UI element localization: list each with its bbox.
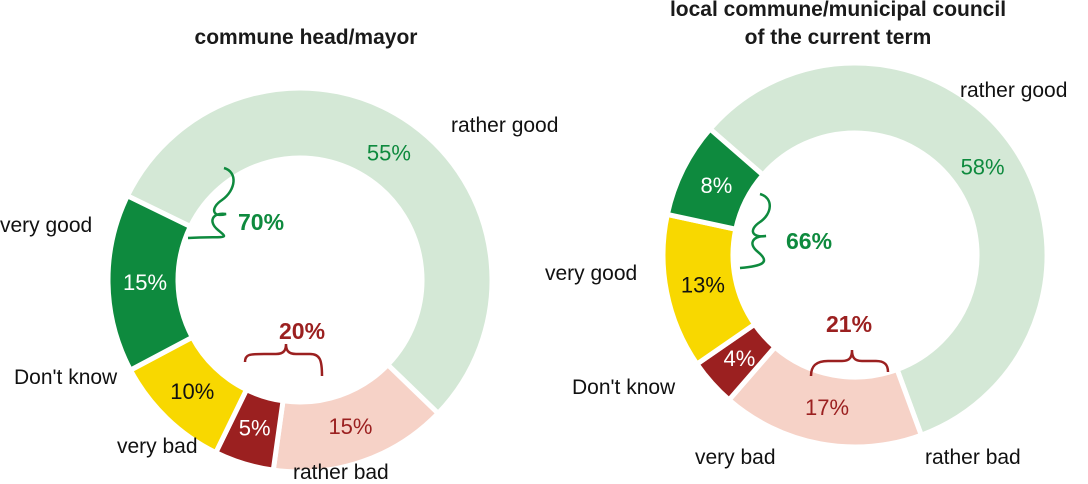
chart1-slice-very-good — [105, 192, 196, 374]
chart1-label-very-bad: very bad — [117, 435, 198, 458]
chart2-slice-very-good — [664, 125, 767, 233]
chart1-positive-bracket — [187, 166, 235, 240]
chart2-positive-bracket — [739, 192, 771, 270]
chart2-negative-total: 21% — [826, 311, 872, 337]
chart1-negative-bracket — [243, 343, 324, 377]
chart1-label-rather-good: rather good — [451, 114, 558, 137]
chart1-value-rather-bad: 15% — [328, 414, 372, 439]
chart1-negative-total: 20% — [279, 318, 325, 344]
chart-commune-head: commune head/mayor 55% 15% 5% 10% 15% rather… — [0, 26, 558, 484]
chart1-title: commune head/mayor — [195, 26, 418, 49]
chart1-label-very-good: very good — [0, 214, 92, 237]
chart2-slice-rather-good — [706, 60, 1050, 439]
chart2-title-line2: of the current term — [745, 26, 932, 49]
chart1-value-dont-know: 10% — [170, 379, 214, 404]
chart1-label-dont-know: Don't know — [14, 366, 118, 389]
chart2-label-dont-know: Don't know — [572, 376, 676, 399]
chart2-negative-bracket — [809, 349, 890, 377]
chart2-value-rather-good: 58% — [961, 154, 1005, 179]
chart-municipal-council: local commune/municipal council of the c… — [545, 0, 1067, 469]
chart1-positive-total: 70% — [238, 209, 284, 235]
chart2-value-dont-know: 13% — [681, 273, 725, 298]
chart2-donut: 58% 17% 4% 13% 8% — [660, 60, 1050, 450]
chart1-value-very-good: 15% — [123, 270, 167, 295]
chart2-value-very-good: 8% — [701, 173, 733, 198]
chart2-title-line1: local commune/municipal council — [670, 0, 1006, 21]
chart1-label-rather-bad: rather bad — [293, 461, 389, 484]
chart1-donut: 55% 15% 5% 10% 15% — [105, 85, 495, 475]
chart2-value-rather-bad: 17% — [805, 395, 849, 420]
chart1-value-very-bad: 5% — [239, 416, 271, 441]
chart2-positive-total: 66% — [786, 228, 832, 254]
chart2-label-rather-bad: rather bad — [925, 446, 1021, 469]
chart1-slice-rather-good — [124, 85, 495, 417]
chart1-value-rather-good: 55% — [367, 141, 411, 166]
chart2-label-very-good: very good — [545, 262, 637, 285]
chart2-value-very-bad: 4% — [724, 346, 756, 371]
chart2-label-rather-good: rather good — [960, 79, 1067, 102]
chart2-label-very-bad: very bad — [695, 446, 776, 469]
